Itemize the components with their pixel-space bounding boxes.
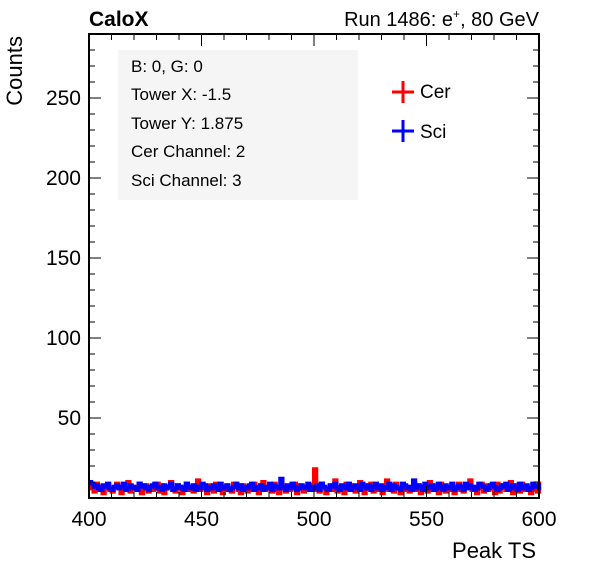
info-line-board: B: 0, G: 0: [131, 57, 203, 76]
x-tick-label: 600: [521, 508, 556, 531]
y-tick-label: 50: [58, 407, 81, 430]
y-tick-label: 100: [46, 327, 81, 350]
series-line-sci: [89, 476, 542, 492]
x-tick-label: 550: [409, 508, 444, 531]
info-line-cer-channel: Cer Channel: 2: [131, 142, 245, 161]
data-layer: [89, 467, 542, 496]
y-tick-label: 200: [46, 167, 81, 190]
axis-layer: 400 450 500 550 600 50 100 150 200 250: [46, 33, 557, 531]
y-axis-label: Counts: [2, 36, 27, 106]
info-line-sci-channel: Sci Channel: 3: [131, 171, 242, 190]
info-box: [118, 50, 358, 200]
legend: Cer Sci: [392, 81, 451, 143]
legend-marker-sci: [392, 120, 414, 142]
info-line-tower-y: Tower Y: 1.875: [131, 114, 243, 133]
y-tick-label: 150: [46, 247, 81, 270]
legend-marker-cer: [392, 81, 414, 103]
x-tick-label: 450: [184, 508, 219, 531]
legend-label-cer: Cer: [420, 82, 451, 103]
run-label: Run 1486: e+, 80 GeV: [344, 7, 540, 31]
calox-label: CaloX: [89, 8, 149, 31]
legend-label-sci: Sci: [420, 122, 446, 143]
x-tick-label: 500: [296, 508, 331, 531]
y-tick-label: 250: [46, 87, 81, 110]
x-axis-label: Peak TS: [452, 538, 536, 563]
x-tick-label: 400: [71, 508, 106, 531]
info-line-tower-x: Tower X: -1.5: [131, 85, 231, 104]
